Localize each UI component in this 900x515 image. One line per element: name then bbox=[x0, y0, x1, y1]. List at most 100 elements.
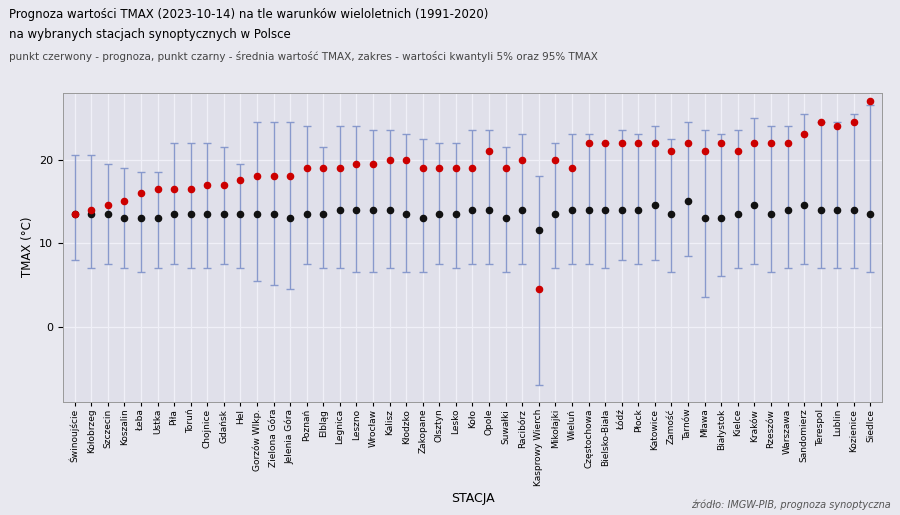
Text: źródło: IMGW-PIB, prognoza synoptyczna: źródło: IMGW-PIB, prognoza synoptyczna bbox=[691, 500, 891, 510]
Point bbox=[714, 214, 728, 222]
Point bbox=[200, 210, 214, 218]
Point bbox=[416, 214, 430, 222]
Point bbox=[648, 139, 662, 147]
Point bbox=[117, 197, 131, 205]
Point bbox=[664, 210, 679, 218]
Point bbox=[482, 147, 496, 156]
Point bbox=[814, 118, 828, 126]
Point bbox=[747, 139, 761, 147]
Point bbox=[84, 205, 98, 214]
Point bbox=[449, 164, 464, 172]
Point bbox=[680, 197, 695, 205]
Point bbox=[465, 205, 480, 214]
Point bbox=[830, 122, 844, 130]
Text: na wybranych stacjach synoptycznych w Polsce: na wybranych stacjach synoptycznych w Po… bbox=[9, 28, 291, 41]
Point bbox=[399, 210, 413, 218]
Point bbox=[134, 214, 148, 222]
Point bbox=[796, 130, 811, 139]
Point bbox=[698, 147, 712, 156]
X-axis label: STACJA: STACJA bbox=[451, 492, 494, 505]
Point bbox=[101, 201, 115, 210]
Point bbox=[680, 139, 695, 147]
Point bbox=[266, 172, 281, 180]
Point bbox=[664, 147, 679, 156]
Point bbox=[316, 164, 330, 172]
Point bbox=[300, 164, 314, 172]
Point bbox=[830, 205, 844, 214]
Point bbox=[300, 210, 314, 218]
Point bbox=[84, 210, 98, 218]
Point bbox=[349, 160, 364, 168]
Point bbox=[150, 184, 165, 193]
Point bbox=[416, 164, 430, 172]
Point bbox=[747, 201, 761, 210]
Point bbox=[814, 205, 828, 214]
Point bbox=[482, 205, 496, 214]
Point bbox=[731, 210, 745, 218]
Point bbox=[714, 139, 728, 147]
Point bbox=[847, 118, 861, 126]
Point bbox=[150, 214, 165, 222]
Point bbox=[780, 205, 795, 214]
Point bbox=[598, 139, 612, 147]
Point bbox=[615, 205, 629, 214]
Y-axis label: TMAX (°C): TMAX (°C) bbox=[21, 217, 33, 278]
Point bbox=[432, 210, 446, 218]
Point bbox=[68, 210, 82, 218]
Point bbox=[333, 164, 347, 172]
Text: punkt czerwony - prognoza, punkt czarny - średnia wartość TMAX, zakres - wartośc: punkt czerwony - prognoza, punkt czarny … bbox=[9, 52, 598, 62]
Point bbox=[200, 180, 214, 188]
Point bbox=[233, 210, 248, 218]
Point bbox=[499, 214, 513, 222]
Point bbox=[631, 205, 645, 214]
Point bbox=[548, 156, 562, 164]
Point bbox=[615, 139, 629, 147]
Point bbox=[847, 205, 861, 214]
Point bbox=[764, 210, 778, 218]
Point bbox=[166, 210, 181, 218]
Point bbox=[217, 210, 231, 218]
Point bbox=[184, 210, 198, 218]
Point bbox=[399, 156, 413, 164]
Point bbox=[134, 189, 148, 197]
Point bbox=[648, 201, 662, 210]
Point bbox=[796, 201, 811, 210]
Point bbox=[532, 285, 546, 293]
Point bbox=[117, 214, 131, 222]
Point bbox=[233, 176, 248, 184]
Point bbox=[101, 210, 115, 218]
Point bbox=[565, 164, 580, 172]
Point bbox=[316, 210, 330, 218]
Point bbox=[365, 160, 380, 168]
Point bbox=[698, 214, 712, 222]
Point bbox=[565, 205, 580, 214]
Point bbox=[217, 180, 231, 188]
Point bbox=[250, 172, 265, 180]
Point bbox=[731, 147, 745, 156]
Point bbox=[631, 139, 645, 147]
Text: Prognoza wartości TMAX (2023-10-14) na tle warunków wieloletnich (1991-2020): Prognoza wartości TMAX (2023-10-14) na t… bbox=[9, 8, 489, 21]
Point bbox=[780, 139, 795, 147]
Point bbox=[283, 172, 297, 180]
Point bbox=[382, 156, 397, 164]
Point bbox=[365, 205, 380, 214]
Point bbox=[515, 205, 529, 214]
Point bbox=[184, 184, 198, 193]
Point bbox=[283, 214, 297, 222]
Point bbox=[68, 210, 82, 218]
Point bbox=[532, 227, 546, 235]
Point bbox=[499, 164, 513, 172]
Point bbox=[598, 205, 612, 214]
Point bbox=[465, 164, 480, 172]
Point bbox=[863, 210, 878, 218]
Point bbox=[432, 164, 446, 172]
Point bbox=[515, 156, 529, 164]
Point bbox=[382, 205, 397, 214]
Point bbox=[581, 205, 596, 214]
Point bbox=[250, 210, 265, 218]
Point bbox=[764, 139, 778, 147]
Point bbox=[449, 210, 464, 218]
Point bbox=[349, 205, 364, 214]
Point bbox=[266, 210, 281, 218]
Point bbox=[581, 139, 596, 147]
